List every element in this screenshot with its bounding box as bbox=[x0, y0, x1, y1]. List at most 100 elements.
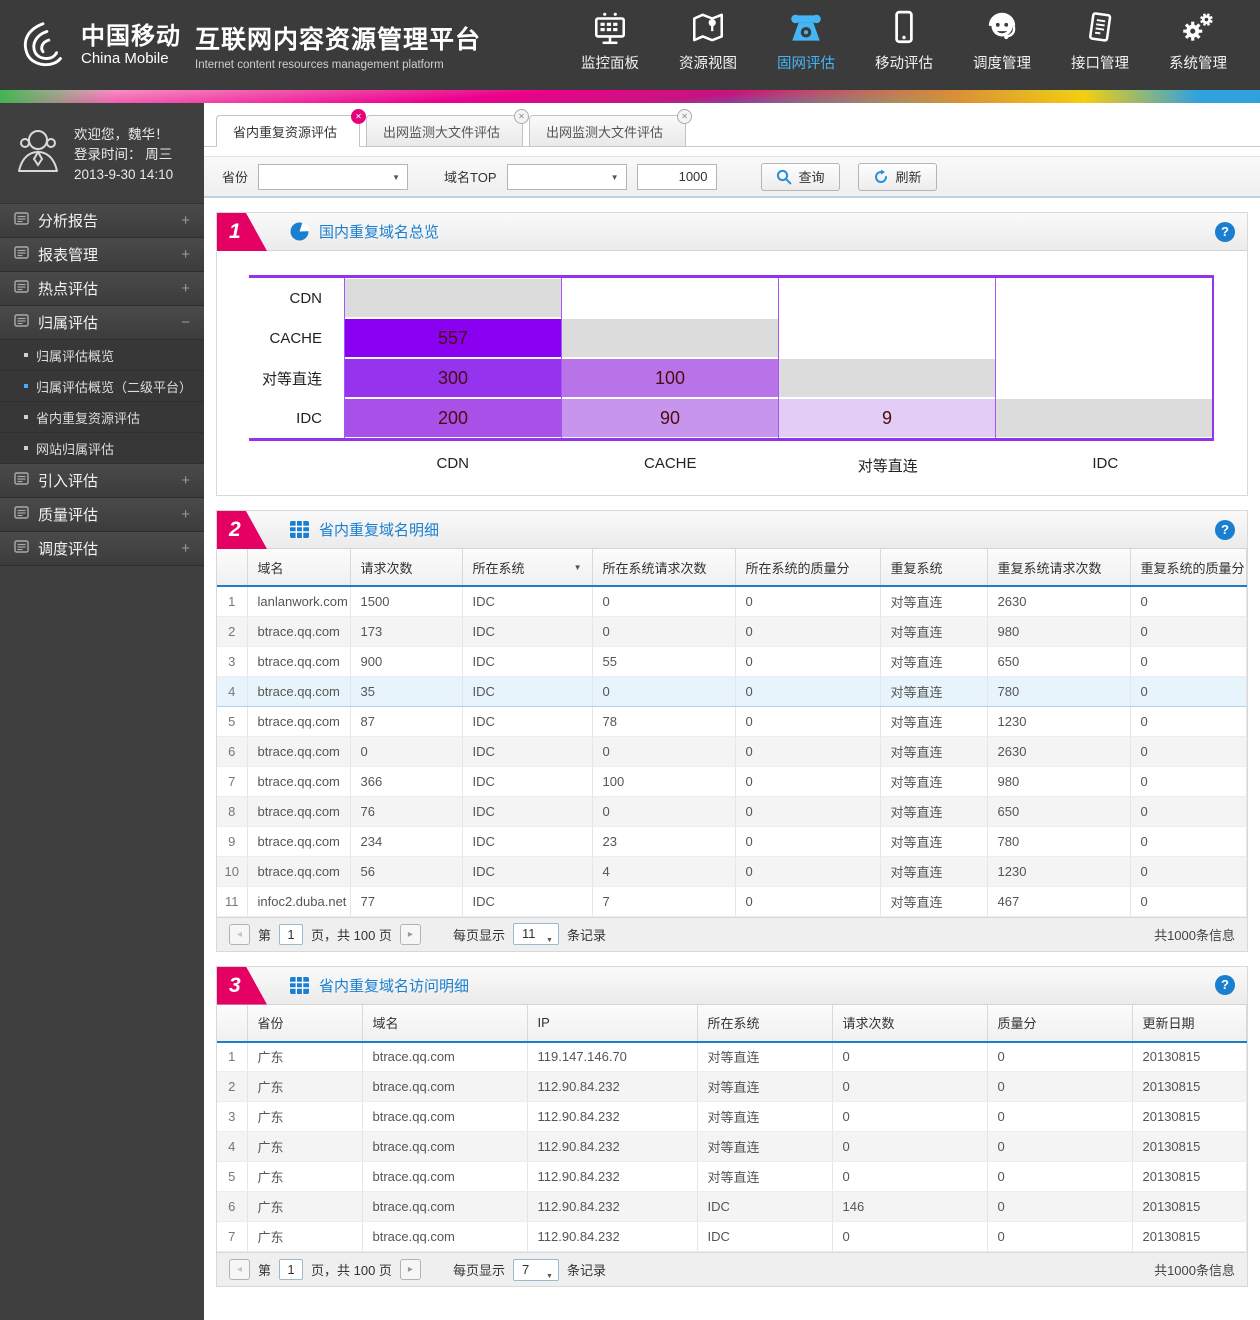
table-cell: 0 bbox=[592, 586, 736, 617]
page-number-input[interactable]: 1 bbox=[279, 1259, 304, 1280]
table-row[interactable]: 4 广东 btrace.qq.com 112.90.84.232 对等直连 0 0 20130… bbox=[217, 1131, 1247, 1162]
table-row[interactable]: 6 广东 btrace.qq.com 112.90.84.232 IDC 146 0 2013… bbox=[217, 1191, 1247, 1222]
sidebar-item[interactable]: 报表管理 + bbox=[0, 238, 204, 272]
table-row[interactable]: 2 btrace.qq.com 173 IDC 0 0 对等直连 980 0 bbox=[217, 616, 1247, 647]
nav-item-gears[interactable]: 系统管理 bbox=[1164, 8, 1232, 83]
next-page-button[interactable]: ▸ bbox=[399, 923, 421, 945]
table-cell: IDC bbox=[462, 675, 593, 707]
table-row[interactable]: 2 广东 btrace.qq.com 112.90.84.232 对等直连 0 0 20130… bbox=[217, 1071, 1247, 1102]
sidebar-item[interactable]: 引入评估 + bbox=[0, 464, 204, 498]
sidebar-item[interactable]: 分析报告 + bbox=[0, 204, 204, 238]
refresh-button[interactable]: 刷新 bbox=[857, 162, 937, 191]
table-row[interactable]: 3 广东 btrace.qq.com 112.90.84.232 对等直连 0 0 20130… bbox=[217, 1101, 1247, 1132]
page-number-input[interactable]: 1 bbox=[279, 923, 304, 945]
heatmap-column-label: CDN bbox=[436, 455, 470, 472]
sidebar-subitem[interactable]: 网站归属评估 bbox=[0, 433, 204, 464]
nav-item-phone[interactable]: 固网评估 bbox=[772, 8, 840, 83]
nav-item-interface[interactable]: 接口管理 bbox=[1066, 8, 1134, 83]
help-icon[interactable]: ? bbox=[1215, 221, 1235, 242]
document-icon bbox=[14, 471, 29, 490]
close-icon[interactable]: ✕ bbox=[514, 109, 530, 124]
column-header[interactable]: 所在系统 ▼ bbox=[462, 549, 593, 587]
province-select[interactable]: ▼ bbox=[258, 163, 409, 190]
table-row[interactable]: 8 btrace.qq.com 76 IDC 0 0 对等直连 650 0 bbox=[217, 796, 1247, 827]
tab-bar: 省内重复资源评估 ✕ 出网监测大文件评估 ✕ 出网监测大文件评估 ✕ bbox=[204, 103, 1260, 147]
table-cell: 对等直连 bbox=[880, 706, 988, 737]
table-row[interactable]: 11 infoc2.duba.net 77 IDC 7 0 对等直连 467 0 bbox=[217, 886, 1247, 917]
table-row[interactable]: 9 btrace.qq.com 234 IDC 23 0 对等直连 780 0 bbox=[217, 826, 1247, 857]
phone-icon bbox=[786, 8, 826, 48]
sidebar-item[interactable]: 归属评估 − bbox=[0, 306, 204, 340]
sidebar-item-label: 质量评估 bbox=[38, 507, 99, 524]
expand-icon[interactable]: + bbox=[181, 280, 190, 297]
table-cell: 0 bbox=[832, 1071, 988, 1102]
tab[interactable]: 出网监测大文件评估 ✕ bbox=[529, 109, 693, 146]
nav-item-agent[interactable]: 调度管理 bbox=[968, 8, 1036, 83]
table-row[interactable]: 10 btrace.qq.com 56 IDC 4 0 对等直连 1230 0 bbox=[217, 856, 1247, 887]
heatmap-column-label: CACHE bbox=[643, 455, 697, 472]
table-row[interactable]: 5 btrace.qq.com 87 IDC 78 0 对等直连 1230 0 bbox=[217, 706, 1247, 737]
table-cell: 87 bbox=[350, 706, 463, 737]
main-nav: 监控面板 资源视图 固网评估 移动评估 调度管理 接口管理 系统管理 bbox=[576, 8, 1260, 83]
help-icon[interactable]: ? bbox=[1215, 519, 1235, 540]
sidebar-subitem[interactable]: 归属评估概览 bbox=[0, 340, 204, 371]
sidebar-subitem-label: 网站归属评估 bbox=[36, 441, 115, 457]
heatmap-cell bbox=[778, 318, 995, 358]
per-page-select[interactable]: 11 ▼ bbox=[512, 923, 559, 945]
expand-icon[interactable]: + bbox=[181, 246, 190, 263]
row-index: 2 bbox=[217, 616, 248, 647]
table-cell: 20130815 bbox=[1132, 1191, 1247, 1222]
top-count-input[interactable] bbox=[636, 163, 717, 190]
table-row[interactable]: 4 btrace.qq.com 35 IDC 0 0 对等直连 780 0 bbox=[217, 675, 1247, 707]
table-cell: 对等直连 bbox=[880, 646, 988, 677]
sort-arrow-icon[interactable]: ▼ bbox=[573, 563, 582, 572]
table-row[interactable]: 1 lanlanwork.com 1500 IDC 0 0 对等直连 2630 0 bbox=[217, 586, 1247, 617]
expand-icon[interactable]: + bbox=[181, 506, 190, 523]
table-cell: 0 bbox=[987, 1221, 1133, 1252]
interface-icon bbox=[1081, 8, 1119, 48]
nav-item-mobile[interactable]: 移动评估 bbox=[870, 8, 938, 83]
table-cell: 对等直连 bbox=[880, 736, 988, 767]
nav-item-label: 调度管理 bbox=[973, 55, 1031, 72]
expand-icon[interactable]: − bbox=[181, 314, 190, 331]
sidebar-subitem[interactable]: 省内重复资源评估 bbox=[0, 402, 204, 433]
sidebar-item[interactable]: 质量评估 + bbox=[0, 498, 204, 532]
table-row[interactable]: 7 btrace.qq.com 366 IDC 100 0 对等直连 980 0 bbox=[217, 766, 1247, 797]
table-row[interactable]: 3 btrace.qq.com 900 IDC 55 0 对等直连 650 0 bbox=[217, 646, 1247, 677]
table-row[interactable]: 7 广东 btrace.qq.com 112.90.84.232 IDC 0 0 201308… bbox=[217, 1221, 1247, 1252]
domain-top-select[interactable]: ▼ bbox=[506, 163, 627, 190]
nav-item-map[interactable]: 资源视图 bbox=[674, 8, 742, 83]
user-panel: 欢迎您，魏华！ 登录时间： 周三 2013-9-30 14:10 bbox=[0, 103, 204, 204]
tab[interactable]: 省内重复资源评估 ✕ bbox=[216, 109, 367, 147]
expand-icon[interactable]: + bbox=[181, 212, 190, 229]
table-row[interactable]: 1 广东 btrace.qq.com 119.147.146.70 对等直连 0 0 2013… bbox=[217, 1041, 1247, 1072]
sidebar-subitem[interactable]: 归属评估概览（二级平台） bbox=[0, 371, 204, 402]
column-header: 请求次数 bbox=[832, 1004, 988, 1043]
expand-icon[interactable]: + bbox=[181, 540, 190, 557]
table-cell: 0 bbox=[350, 736, 463, 767]
sidebar-item[interactable]: 热点评估 + bbox=[0, 272, 204, 306]
table-cell: 112.90.84.232 bbox=[527, 1221, 698, 1252]
per-page-select[interactable]: 7 ▼ bbox=[512, 1258, 559, 1281]
prev-page-button[interactable]: ◂ bbox=[229, 1259, 250, 1280]
nav-item-dashboard[interactable]: 监控面板 bbox=[576, 8, 644, 83]
tab[interactable]: 出网监测大文件评估 ✕ bbox=[366, 109, 530, 146]
table-row[interactable]: 5 广东 btrace.qq.com 112.90.84.232 对等直连 0 0 20130… bbox=[217, 1161, 1247, 1192]
prev-page-button[interactable]: ◂ bbox=[229, 923, 250, 945]
section-domestic-duplicate-overview: 1 国内重复域名总览 ? CDN CACHE 557 对等直连 300 100 IDC 200… bbox=[216, 212, 1248, 496]
close-icon[interactable]: ✕ bbox=[351, 109, 367, 124]
table-row[interactable]: 6 btrace.qq.com 0 IDC 0 0 对等直连 2630 0 bbox=[217, 736, 1247, 767]
chevron-down-icon: ▼ bbox=[610, 172, 619, 182]
table-cell: btrace.qq.com bbox=[362, 1071, 528, 1102]
close-icon[interactable]: ✕ bbox=[677, 109, 693, 124]
section1-number-badge: 1 bbox=[217, 213, 267, 251]
table-cell: 650 bbox=[987, 796, 1131, 827]
help-icon[interactable]: ? bbox=[1215, 975, 1235, 995]
column-header: 所在系统的质量分 bbox=[735, 549, 881, 587]
next-page-button[interactable]: ▸ bbox=[399, 1259, 421, 1280]
section1-header: 1 国内重复域名总览 ? bbox=[217, 213, 1247, 251]
expand-icon[interactable]: + bbox=[181, 472, 190, 489]
search-button[interactable]: 查询 bbox=[760, 162, 840, 191]
login-day: 登录时间： 周三 bbox=[74, 147, 173, 162]
sidebar-item[interactable]: 调度评估 + bbox=[0, 532, 204, 566]
